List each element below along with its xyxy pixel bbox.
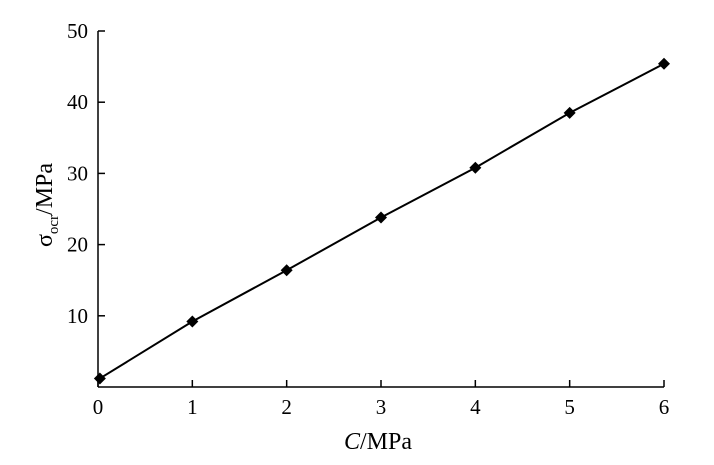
- y-axis-title-subscript: ocr: [46, 215, 62, 234]
- y-tick-label: 50: [67, 19, 88, 43]
- x-tick-label: 1: [187, 395, 198, 419]
- x-axis-title-unit: /MPa: [360, 429, 412, 455]
- y-axis-title-symbol: σ: [32, 234, 58, 247]
- x-tick-label: 0: [93, 395, 104, 419]
- x-axis-title-var: C: [344, 429, 361, 455]
- data-point-marker: [280, 264, 293, 277]
- y-tick-label: 20: [67, 233, 88, 257]
- axes: [97, 31, 664, 388]
- data-point-marker: [93, 372, 106, 385]
- y-tick-label: 30: [67, 161, 88, 185]
- x-tick-label: 4: [470, 395, 481, 419]
- x-tick-label: 3: [376, 395, 387, 419]
- x-tick-label: 2: [281, 395, 292, 419]
- data-point-marker: [469, 161, 482, 174]
- x-axis-title: C/MPa: [344, 429, 412, 455]
- data-point-marker: [375, 211, 387, 224]
- y-tick-label: 40: [67, 90, 88, 114]
- y-tick-label: 10: [67, 304, 88, 328]
- x-tick-label: 6: [659, 395, 670, 419]
- data-point-marker: [186, 315, 199, 328]
- x-tick-label: 5: [564, 395, 575, 419]
- data-point-marker: [658, 57, 670, 70]
- x-ticks: 0 1 2 3 4 5 6: [93, 380, 670, 419]
- series-layer: [93, 57, 670, 385]
- y-axis-title: σocr/MPa: [32, 163, 62, 247]
- y-axis-title-unit: /MPa: [32, 163, 58, 215]
- y-ticks: 10 20 30 40 50: [67, 19, 105, 328]
- data-point-marker: [563, 106, 576, 119]
